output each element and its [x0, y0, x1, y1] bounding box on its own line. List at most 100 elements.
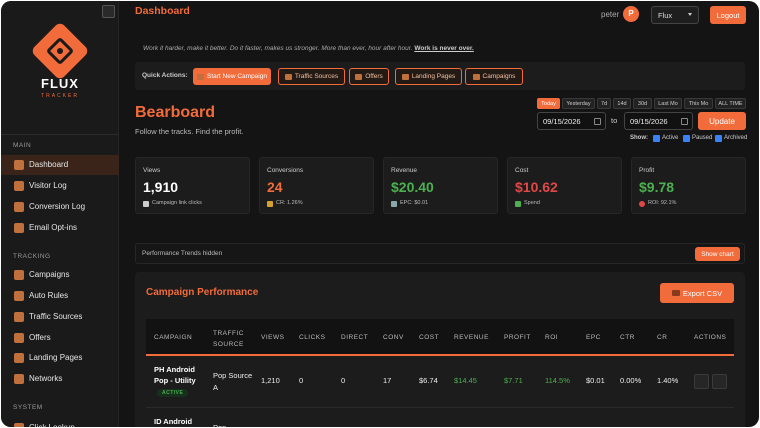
table-cell: 17 — [383, 376, 392, 385]
nav-item[interactable]: Click Lookup — [1, 418, 119, 427]
stat-note: Spend — [524, 200, 540, 206]
column-header: VIEWS — [261, 334, 285, 341]
column-header: CAMPAIGN — [154, 334, 193, 341]
nav-item[interactable]: Email Opt-ins — [1, 218, 119, 238]
button-label: Landing Pages — [411, 73, 456, 80]
avatar: P — [623, 6, 639, 22]
range-button[interactable]: Yesterday — [562, 98, 595, 109]
nav-label: Landing Pages — [29, 353, 83, 362]
quick-button[interactable]: Traffic Sources — [278, 68, 345, 85]
stat-value: $9.78 — [639, 179, 675, 195]
checkbox[interactable] — [715, 135, 722, 142]
nav-icon — [14, 160, 24, 170]
table-cell: $14.45 — [454, 376, 477, 385]
checkbox[interactable] — [683, 135, 690, 142]
quick-button[interactable]: Offers — [349, 68, 389, 85]
date-input[interactable]: 09/15/2026 — [624, 112, 693, 130]
page-subtitle: Follow the tracks. Find the profit. — [135, 127, 244, 136]
range-button[interactable]: ALL TIME — [715, 98, 746, 109]
stat-card: Profit $9.78 ROI: 92.1% — [631, 157, 746, 214]
column-header: CLICKS — [299, 334, 326, 341]
motto-text: Work it harder, make it better. Do it fa… — [143, 45, 413, 52]
status-badge: ACTIVE — [157, 389, 189, 397]
nav-item[interactable]: Visitor Log — [1, 176, 119, 196]
section-title: SYSTEM — [13, 404, 43, 411]
to-label: to — [611, 116, 618, 125]
table-cell: Pop Source A — [213, 371, 253, 392]
export-button[interactable]: Export CSV — [660, 283, 734, 303]
header-title: Dashboard — [135, 5, 190, 17]
logo-dot — [57, 48, 63, 54]
column-header: EPC — [586, 334, 601, 341]
nav-item[interactable]: Networks — [1, 369, 119, 389]
quick-button[interactable]: Start New Campaign — [193, 68, 271, 85]
stat-value: 1,910 — [143, 179, 179, 195]
nav-label: Email Opt-ins — [29, 223, 78, 232]
stat-label: Cost — [515, 167, 529, 174]
range-button[interactable]: This Mo — [684, 98, 713, 109]
button-label: Campaigns — [482, 73, 516, 80]
show-label: Show: — [630, 135, 648, 141]
nav-icon — [14, 423, 24, 427]
show-chart-button[interactable]: Show chart — [695, 247, 740, 261]
campaign-name: PH Android Pop - Utility — [154, 365, 196, 385]
table-cell: 0.00% — [620, 376, 642, 385]
checkbox[interactable] — [653, 135, 660, 142]
range-button[interactable]: Today — [537, 98, 560, 109]
button-label: Traffic Sources — [294, 73, 339, 80]
quick-button[interactable]: Landing Pages — [395, 68, 462, 85]
nav-label: Conversion Log — [29, 202, 86, 211]
section-title: MAIN — [13, 142, 32, 149]
stat-label: Views — [143, 167, 161, 174]
quick-button[interactable]: Campaigns — [465, 68, 523, 85]
quick-label: Quick Actions: — [142, 72, 188, 79]
stat-label: Profit — [639, 167, 655, 174]
nav-label: Visitor Log — [29, 181, 67, 190]
stat-icon — [267, 201, 273, 207]
nav-item[interactable]: Campaigns — [1, 265, 119, 285]
workspace-select[interactable]: Flux — [651, 6, 699, 24]
table-row — [146, 356, 734, 408]
nav-item[interactable]: Conversion Log — [1, 197, 119, 217]
logout-button[interactable]: Logout — [710, 6, 746, 24]
table-cell: $6.74 — [419, 376, 438, 385]
chart-action[interactable] — [694, 374, 709, 389]
stat-value: $10.62 — [515, 179, 558, 195]
toggle-label: Archived — [724, 135, 748, 141]
nav-icon — [14, 202, 24, 212]
date-input[interactable]: 09/15/2026 — [537, 112, 606, 130]
collapse-button[interactable] — [102, 5, 115, 18]
nav-item[interactable]: Auto Rules — [1, 286, 119, 306]
stat-note: Campaign link clicks — [152, 200, 202, 206]
nav-item[interactable]: Dashboard — [1, 155, 119, 175]
column-header: TRAFFIC SOURCE — [213, 330, 244, 348]
user-name: peter — [601, 10, 620, 19]
nav-label: Click Lookup — [29, 423, 75, 427]
range-button[interactable]: 30d — [633, 98, 652, 109]
stat-note: CR: 1.26% — [276, 200, 303, 206]
nav-item[interactable]: Traffic Sources — [1, 307, 119, 327]
nav-item[interactable]: Offers — [1, 328, 119, 348]
update-button[interactable]: Update — [698, 112, 746, 130]
stat-label: Revenue — [391, 167, 418, 174]
range-button[interactable]: 7d — [597, 98, 611, 109]
stat-value: $20.40 — [391, 179, 434, 195]
trends-bar: Performance Trends hidden Show chart — [135, 243, 745, 264]
date-text: 09/15/2026 — [543, 117, 581, 126]
column-header: DIRECT — [341, 334, 369, 341]
edit-action[interactable] — [712, 374, 727, 389]
button-icon — [401, 73, 409, 80]
stat-note: EPC: $0.01 — [400, 200, 429, 206]
nav-label: Offers — [29, 333, 51, 342]
range-button[interactable]: 14d — [613, 98, 631, 109]
nav-icon — [14, 270, 24, 280]
quick-actions: Quick Actions: Start New Campaign Traffic … — [135, 62, 745, 90]
nav-item[interactable]: Landing Pages — [1, 348, 119, 368]
section-title: TRACKING — [13, 253, 51, 260]
brand: FLUX — [41, 76, 79, 91]
nav-label: Campaigns — [29, 270, 70, 279]
range-button[interactable]: Last Mo — [654, 98, 682, 109]
button-label: Offers — [365, 73, 383, 80]
button-icon — [472, 73, 480, 80]
button-label: Start New Campaign — [207, 73, 267, 80]
